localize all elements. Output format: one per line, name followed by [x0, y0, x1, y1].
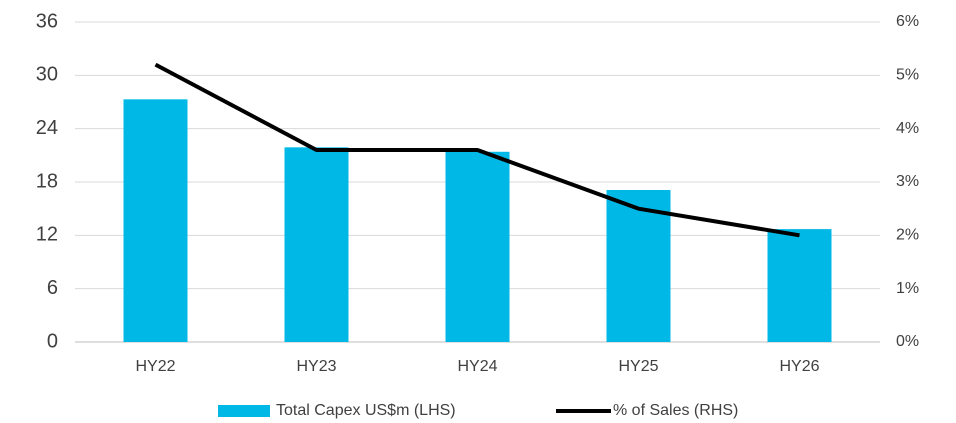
legend-label: % of Sales (RHS) [613, 402, 738, 419]
bar [284, 147, 349, 342]
legend-swatch [218, 405, 270, 417]
y-tick-label: 24 [36, 117, 58, 139]
y2-tick-label: 4% [896, 120, 919, 137]
line [154, 62, 800, 238]
y-tick-label: 12 [36, 224, 58, 246]
legend-label: Total Capex US$m (LHS) [276, 402, 456, 419]
y2-tick-label: 0% [896, 333, 919, 350]
y-tick-label: 18 [36, 170, 58, 192]
x-tick-label: HY25 [618, 358, 658, 375]
y-tick-label: 6 [47, 277, 58, 299]
x-tick-label: HY24 [457, 358, 497, 375]
y-tick-label: 30 [36, 64, 58, 86]
x-tick-label: HY23 [296, 358, 336, 375]
y2-tick-label: 5% [896, 67, 919, 84]
y-tick-label: 0 [47, 330, 58, 352]
y2-tick-label: 3% [896, 173, 919, 190]
bar [123, 99, 188, 342]
y2-tick-label: 6% [896, 13, 919, 30]
y2-tick-label: 1% [896, 280, 919, 297]
bar [606, 190, 671, 342]
y2-tick-label: 2% [896, 227, 919, 244]
x-tick-label: HY22 [135, 358, 175, 375]
bar [767, 229, 832, 342]
bar [445, 151, 510, 342]
x-tick-label: HY26 [779, 358, 819, 375]
y-tick-label: 36 [36, 10, 58, 32]
